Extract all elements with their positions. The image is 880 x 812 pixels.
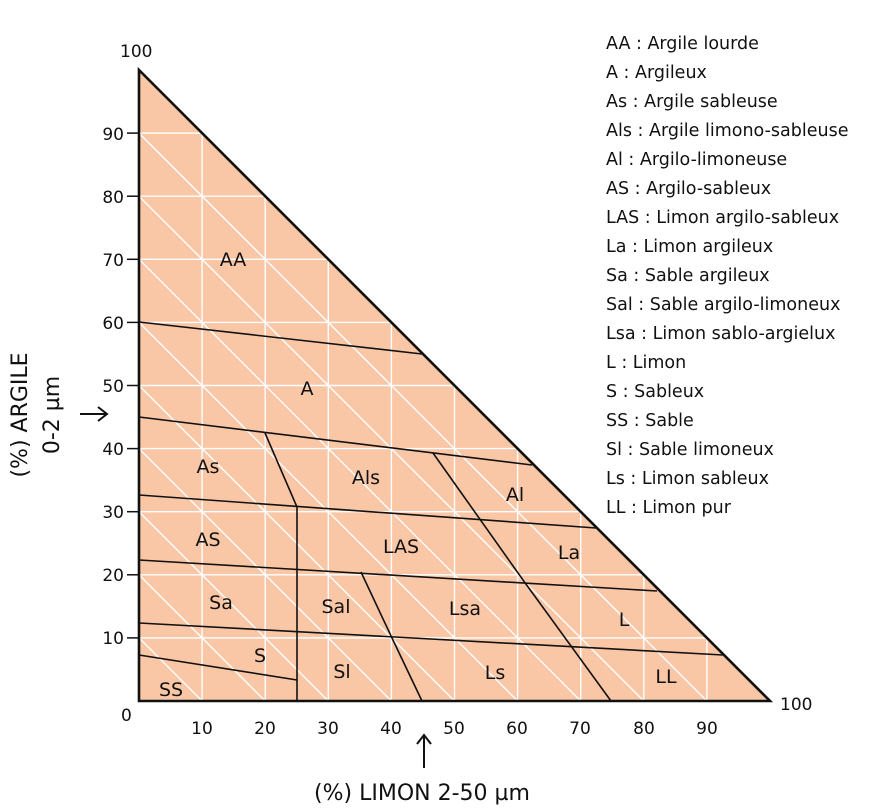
x-tick-80: 80 — [633, 719, 655, 739]
y-tick-20: 20 — [102, 566, 124, 586]
y-tick-0: 0 — [121, 706, 132, 726]
y-tick-10: 10 — [102, 629, 124, 649]
y-tick-80: 80 — [102, 188, 124, 208]
legend-item: As : Argile sableuse — [606, 92, 778, 112]
zone-label-al: Al — [506, 484, 524, 506]
zone-label-as: As — [197, 456, 220, 478]
zone-label-as-upper: AS — [195, 529, 220, 551]
x-axis-arrow-icon — [416, 733, 432, 768]
x-tick-100: 100 — [780, 695, 812, 715]
x-tick-90: 90 — [696, 719, 718, 739]
y-tick-50: 50 — [102, 377, 124, 397]
zone-label-ll: LL — [655, 666, 677, 688]
y-tick-30: 30 — [102, 503, 124, 523]
zone-label-sal: Sal — [322, 596, 351, 618]
legend-item: SS : Sable — [606, 411, 694, 431]
x-axis-tick-labels: 10 20 30 40 50 60 70 80 90 100 — [191, 695, 812, 739]
legend-item: Sal : Sable argilo-limoneux — [606, 295, 841, 315]
legend-item: AA : Argile lourde — [606, 34, 759, 54]
zone-label-sl: Sl — [333, 661, 350, 683]
x-tick-30: 30 — [317, 719, 339, 739]
zone-label-lsa: Lsa — [449, 598, 481, 620]
y-axis-arrow-icon — [80, 406, 109, 422]
zone-label-aa: AA — [220, 249, 247, 271]
zone-label-ss: SS — [159, 679, 183, 701]
legend-item: LL : Limon pur — [606, 498, 731, 518]
x-tick-10: 10 — [191, 719, 213, 739]
zone-label-s: S — [254, 645, 266, 667]
y-axis-title-line2: 0-2 µm — [40, 376, 65, 454]
zone-label-ls: Ls — [485, 662, 505, 684]
x-tick-40: 40 — [380, 719, 402, 739]
zone-label-a: A — [301, 378, 314, 400]
y-tick-90: 90 — [102, 125, 124, 145]
legend-item: LAS : Limon argilo-sableux — [606, 208, 840, 228]
x-tick-20: 20 — [254, 719, 276, 739]
legend-item: Sl : Sable limoneux — [606, 440, 774, 460]
legend-item: L : Limon — [606, 353, 687, 373]
y-axis-title-line1: (%) ARGILE — [8, 352, 33, 477]
x-tick-60: 60 — [506, 719, 528, 739]
x-axis-title: (%) LIMON 2-50 µm — [314, 781, 530, 806]
y-axis-tick-labels: 0 10 20 30 40 50 60 70 80 90 100 — [102, 42, 152, 726]
y-tick-70: 70 — [102, 251, 124, 271]
legend-item: AS : Argilo-sableux — [606, 179, 772, 199]
zone-label-la: La — [558, 542, 580, 564]
legend-item: Lsa : Limon sablo-argielux — [606, 324, 836, 344]
y-axis-title: (%) ARGILE 0-2 µm — [8, 352, 65, 477]
legend-item: A : Argileux — [606, 63, 707, 83]
legend-item: S : Sableux — [606, 382, 705, 402]
zone-label-als: Als — [352, 467, 380, 489]
zone-label-l: L — [619, 609, 630, 631]
zone-label-sa: Sa — [209, 592, 233, 614]
legend-item: Sa : Sable argileux — [606, 266, 770, 286]
y-axis-ticks — [127, 132, 139, 639]
legend-item: Als : Argile limono-sableuse — [606, 121, 849, 141]
y-tick-60: 60 — [102, 314, 124, 334]
x-tick-70: 70 — [569, 719, 591, 739]
x-tick-50: 50 — [443, 719, 465, 739]
zone-label-las: LAS — [383, 536, 419, 558]
y-tick-40: 40 — [102, 440, 124, 460]
legend: AA : Argile lourde A : Argileux As : Arg… — [606, 30, 848, 523]
legend-item: Ls : Limon sableux — [606, 469, 769, 489]
legend-item: La : Limon argileux — [606, 237, 774, 257]
zone-boundaries — [138, 321, 724, 702]
y-tick-100: 100 — [120, 42, 152, 62]
legend-item: Al : Argilo-limoneuse — [606, 150, 788, 170]
zone-labels: AA A As Als Al AS LAS La Sa Sal Lsa L S … — [159, 249, 677, 701]
